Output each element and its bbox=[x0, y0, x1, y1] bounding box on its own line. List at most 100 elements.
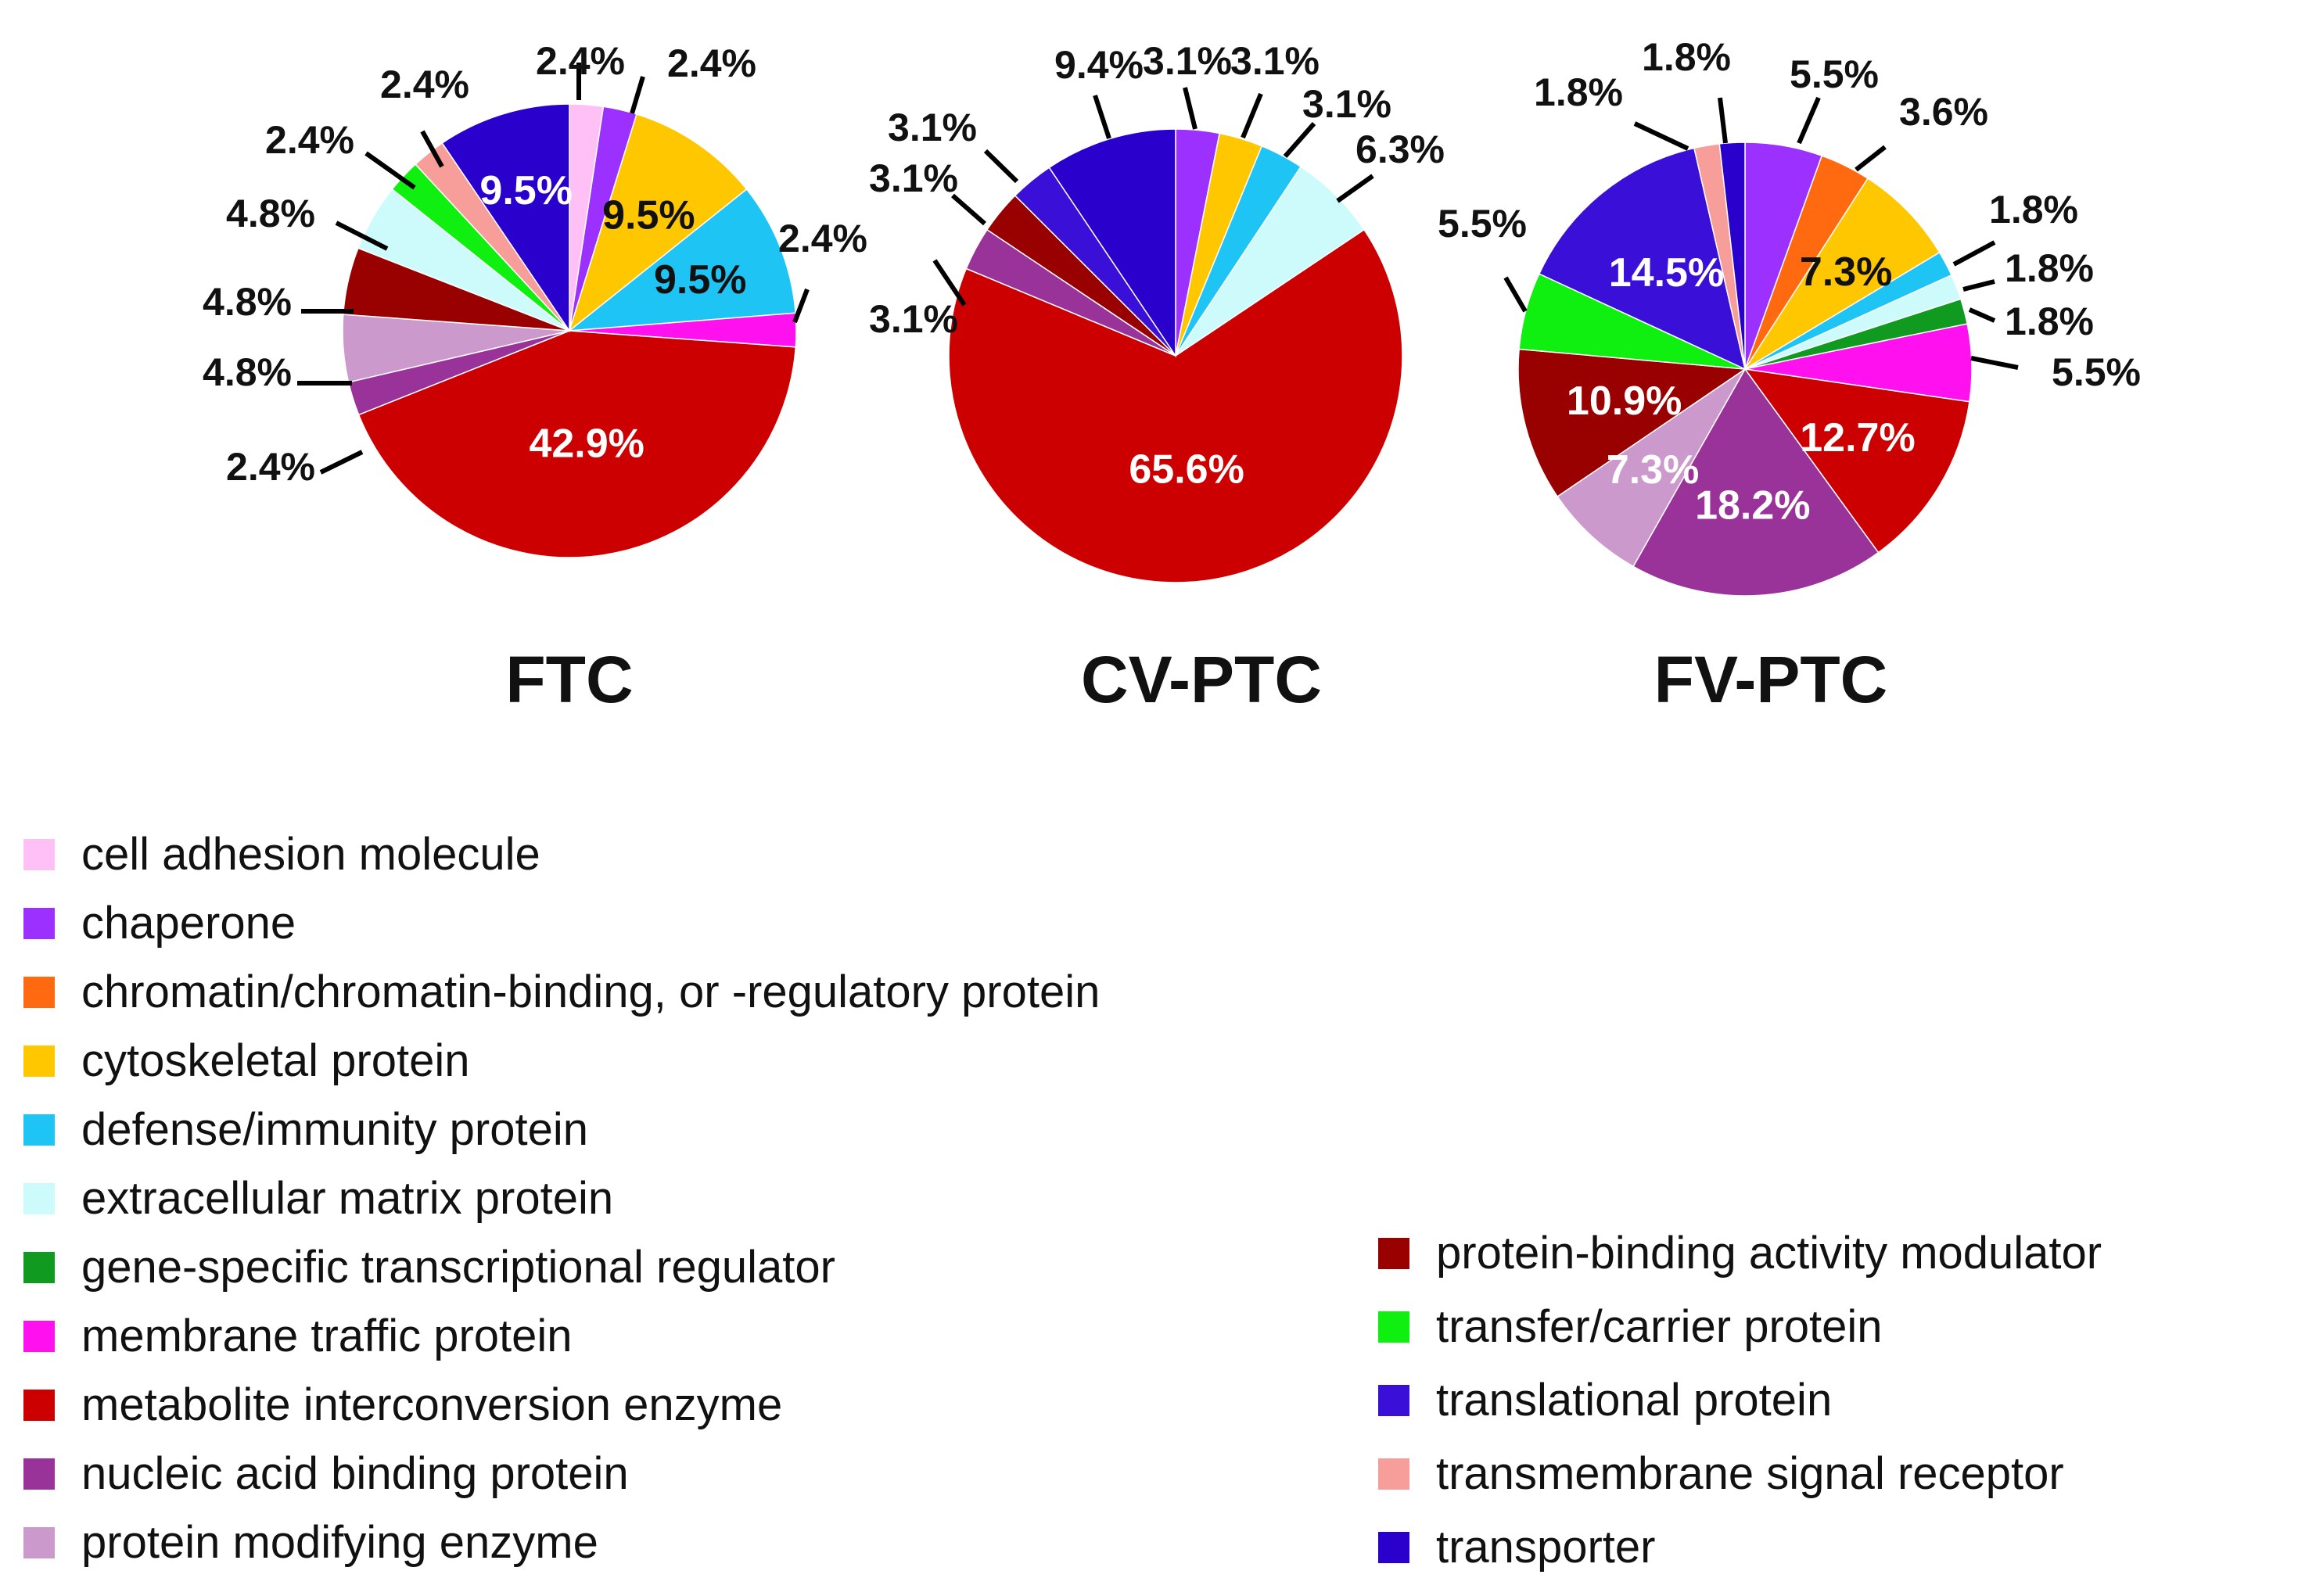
legend-label-defense-immunity-protein: defense/immunity protein bbox=[81, 1104, 588, 1155]
leader-line-transfer-carrier-protein bbox=[1503, 276, 1528, 313]
pie-chart-fv-ptc: 5.5%3.6%7.3%1.8%1.8%1.8%5.5%12.7%18.2%7.… bbox=[1438, 35, 2141, 716]
legend-swatch-cell-adhesion-molecule bbox=[23, 839, 55, 870]
leader-line-extracellular-matrix-protein bbox=[335, 221, 389, 251]
leader-line-defense-immunity-protein bbox=[1283, 122, 1316, 158]
leader-line-membrane-traffic-protein bbox=[1970, 356, 2019, 370]
legend-swatch-translational-protein bbox=[1378, 1385, 1409, 1416]
slice-label-transporter: 9.4% bbox=[1054, 43, 1144, 87]
slice-cytoskeletal-protein bbox=[568, 113, 748, 333]
slice-transporter bbox=[1718, 142, 1746, 370]
legend-swatch-transmembrane-signal-receptor bbox=[1378, 1458, 1409, 1490]
slice-label-extracellular-matrix-protein: 1.8% bbox=[2005, 246, 2094, 290]
legend-swatch-protein-binding-activity-modulator bbox=[1378, 1238, 1409, 1269]
slice-label-protein-binding-activity-modulator: 4.8% bbox=[203, 280, 292, 324]
legend-label-transporter: transporter bbox=[1436, 1522, 1655, 1573]
slice-defense-immunity-protein bbox=[567, 188, 796, 332]
slice-label-extracellular-matrix-protein: 6.3% bbox=[1355, 127, 1445, 171]
slice-transporter bbox=[1048, 128, 1176, 358]
pie-chart-ftc: 2.4% 2.4% 9.5% 9.5% 2.4% 42.9% 2.4% 4.8% 4.8% 4.8… bbox=[203, 39, 867, 716]
legend-swatch-protein-modifying-enzyme bbox=[23, 1527, 55, 1558]
legend-label-transfer-carrier-protein: transfer/carrier protein bbox=[1436, 1301, 1883, 1352]
slice-label-protein-binding-activity-modulator: 3.1% bbox=[869, 156, 958, 200]
leader-line-transmembrane-signal-receptor bbox=[420, 130, 444, 168]
legend-label-transmembrane-signal-receptor: transmembrane signal receptor bbox=[1436, 1448, 2064, 1499]
slice-label-metabolite-interconversion-enzyme: 12.7% bbox=[1800, 415, 1915, 461]
slice-label-protein-modifying-enzyme: 7.3% bbox=[1607, 447, 1700, 493]
legend-label-nucleic-acid-binding-protein: nucleic acid binding protein bbox=[81, 1448, 629, 1499]
legend-swatch-transporter bbox=[1378, 1532, 1409, 1563]
leader-line-protein-binding-activity-modulator bbox=[951, 193, 986, 226]
slice-label-defense-immunity-protein: 1.8% bbox=[1989, 188, 2078, 231]
slice-protein-modifying-enzyme bbox=[1557, 368, 1746, 568]
legend-label-cell-adhesion-molecule: cell adhesion molecule bbox=[81, 829, 540, 880]
slice-nucleic-acid-binding-protein bbox=[1632, 368, 1880, 597]
slice-label-gene-specific-transcriptional-regulator: 1.8% bbox=[2005, 299, 2094, 343]
slice-label-cytoskeletal-protein: 9.5% bbox=[602, 192, 695, 238]
legend-label-translational-protein: translational protein bbox=[1436, 1375, 1832, 1426]
legend-label-protein-modifying-enzyme: protein modifying enzyme bbox=[81, 1517, 598, 1568]
legend-label-extracellular-matrix-protein: extracellular matrix protein bbox=[81, 1173, 613, 1224]
slice-label-cell-adhesion-molecule: 2.4% bbox=[536, 39, 625, 83]
slice-metabolite-interconversion-enzyme bbox=[948, 228, 1403, 583]
slice-extracellular-matrix-protein bbox=[1175, 166, 1366, 357]
legend-label-chromatin-chromatin-binding-or-regulatory-protein: chromatin/chromatin-binding, or -regulat… bbox=[81, 967, 1100, 1017]
slice-label-protein-binding-activity-modulator: 10.9% bbox=[1567, 378, 1682, 424]
slice-label-extracellular-matrix-protein: 4.8% bbox=[226, 192, 315, 235]
slice-metabolite-interconversion-enzyme bbox=[357, 330, 797, 558]
leader-line-extracellular-matrix-protein bbox=[1962, 279, 1995, 292]
slice-label-chromatin-chromatin-binding-or-regulatory-protein: 3.6% bbox=[1899, 90, 1988, 134]
legend-swatch-extracellular-matrix-protein bbox=[23, 1183, 55, 1214]
leader-line-extracellular-matrix-protein bbox=[1336, 174, 1374, 203]
leader-line-gene-specific-transcriptional-regulator bbox=[1968, 307, 1996, 323]
legend-label-metabolite-interconversion-enzyme: metabolite interconversion enzyme bbox=[81, 1379, 782, 1430]
leader-line-chaperone bbox=[1797, 96, 1821, 145]
legend-swatch-nucleic-acid-binding-protein bbox=[23, 1458, 55, 1490]
slice-label-cytoskeletal-protein: 7.3% bbox=[1800, 249, 1893, 295]
chart-title-ftc: FTC bbox=[505, 643, 633, 716]
leader-line-transporter bbox=[1718, 97, 1728, 144]
legend: cell adhesion molecule chaperone chromatin… bbox=[23, 829, 2102, 1573]
legend-swatch-metabolite-interconversion-enzyme bbox=[23, 1390, 55, 1421]
slice-label-transfer-carrier-protein: 2.4% bbox=[265, 118, 354, 162]
slice-cytoskeletal-protein bbox=[1744, 178, 1941, 370]
slice-label-transmembrane-signal-receptor: 1.8% bbox=[1534, 70, 1623, 114]
slice-label-nucleic-acid-binding-protein: 18.2% bbox=[1695, 483, 1810, 529]
legend-label-gene-specific-transcriptional-regulator: gene-specific transcriptional regulator bbox=[81, 1242, 835, 1293]
slice-label-metabolite-interconversion-enzyme: 42.9% bbox=[529, 421, 644, 466]
slice-label-cytoskeletal-protein: 3.1% bbox=[1230, 39, 1320, 83]
legend-label-membrane-traffic-protein: membrane traffic protein bbox=[81, 1311, 573, 1361]
slice-label-metabolite-interconversion-enzyme: 65.6% bbox=[1129, 447, 1244, 492]
legend-swatch-defense-immunity-protein bbox=[23, 1114, 55, 1146]
legend-swatch-transfer-carrier-protein bbox=[1378, 1311, 1409, 1343]
chart-title-fv-ptc: FV-PTC bbox=[1654, 643, 1888, 716]
slice-metabolite-interconversion-enzyme bbox=[1743, 368, 1970, 554]
slice-label-membrane-traffic-protein: 2.4% bbox=[778, 217, 867, 260]
legend-swatch-cytoskeletal-protein bbox=[23, 1045, 55, 1077]
legend-label-chaperone: chaperone bbox=[81, 898, 296, 949]
legend-label-cytoskeletal-protein: cytoskeletal protein bbox=[81, 1035, 469, 1086]
slice-label-nucleic-acid-binding-protein: 2.4% bbox=[226, 445, 315, 489]
chart-title-cv-ptc: CV-PTC bbox=[1081, 643, 1322, 716]
leader-line-transfer-carrier-protein bbox=[364, 151, 416, 190]
slice-label-transporter: 9.5% bbox=[479, 168, 573, 213]
slice-label-chaperone: 5.5% bbox=[1790, 52, 1879, 96]
slice-label-chaperone: 3.1% bbox=[1143, 39, 1232, 83]
leader-line-membrane-traffic-protein bbox=[792, 288, 810, 324]
slice-label-chaperone: 2.4% bbox=[667, 41, 756, 85]
slice-label-defense-immunity-protein: 3.1% bbox=[1302, 82, 1391, 126]
leader-line-chaperone bbox=[630, 76, 645, 114]
legend-swatch-gene-specific-transcriptional-regulator bbox=[23, 1252, 55, 1283]
legend-swatch-chromatin-chromatin-binding-or-regulatory-protein bbox=[23, 977, 55, 1008]
leader-line-nucleic-acid-binding-protein bbox=[319, 450, 364, 475]
leader-line-translational-protein bbox=[983, 149, 1019, 184]
legend-swatch-membrane-traffic-protein bbox=[23, 1321, 55, 1352]
leader-line-nucleic-acid-binding-protein bbox=[932, 259, 967, 307]
leader-line-cytoskeletal-protein bbox=[1241, 92, 1263, 139]
slice-transporter bbox=[441, 103, 570, 333]
slice-label-transfer-carrier-protein: 5.5% bbox=[1438, 202, 1527, 246]
slice-label-transmembrane-signal-receptor: 2.4% bbox=[380, 63, 469, 106]
slice-protein-binding-activity-modulator bbox=[1517, 348, 1747, 498]
slice-translational-protein bbox=[1538, 147, 1747, 371]
slice-label-nucleic-acid-binding-protein: 3.1% bbox=[869, 297, 958, 341]
